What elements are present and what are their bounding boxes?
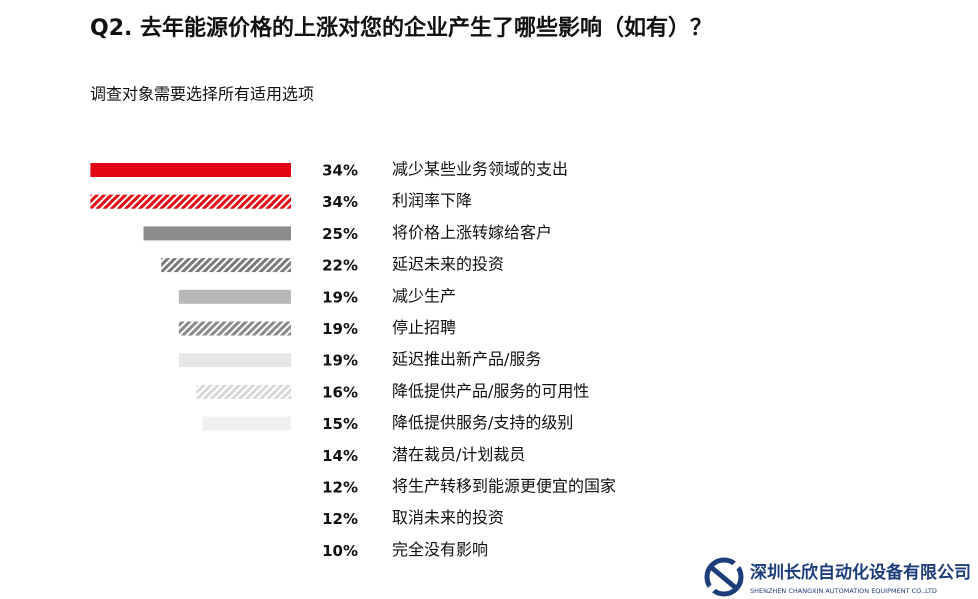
logo-icon-stroke: [710, 566, 738, 590]
category-label: 降低提供产品/服务的可用性: [392, 381, 589, 400]
bar: [232, 543, 291, 558]
value-label: 15%: [322, 415, 358, 433]
bar: [208, 448, 291, 463]
category-label: 将生产转移到能源更便宜的国家: [392, 477, 616, 496]
bar: [161, 258, 291, 273]
category-label: 完全没有影响: [392, 540, 488, 559]
value-label: 19%: [322, 352, 358, 370]
bar: [196, 384, 291, 399]
value-label: 12%: [322, 510, 358, 528]
category-label: 停止招聘: [392, 318, 456, 337]
chart-subtitle: 调查对象需要选择所有适用选项: [90, 85, 314, 104]
logo: 深圳长欣自动化设备有限公司 SHENZHEN CHANGXIN AUTOMATI…: [704, 557, 971, 597]
logo-name: 深圳长欣自动化设备有限公司: [750, 562, 971, 583]
bar: [220, 480, 291, 494]
bar: [178, 289, 291, 304]
value-label: 34%: [322, 162, 358, 180]
bar: [178, 321, 291, 336]
value-label: 14%: [322, 447, 358, 465]
category-label: 将价格上涨转嫁给客户: [392, 223, 552, 242]
bar: [202, 416, 291, 431]
category-label: 降低提供服务/支持的级别: [392, 413, 573, 432]
bar: [178, 353, 291, 368]
category-label: 延迟推出新产品/服务: [392, 350, 541, 369]
category-label: 利润率下降: [392, 191, 472, 210]
chart-title: Q2. 去年能源价格的上涨对您的企业产生了哪些影响（如有）？: [90, 15, 712, 41]
value-label: 10%: [322, 542, 358, 560]
category-label: 减少某些业务领域的支出: [392, 160, 568, 179]
logo-english: SHENZHEN CHANGXIN AUTOMATION EQUIPMENT C…: [750, 587, 937, 595]
bar: [220, 511, 291, 526]
logo-icon: [704, 557, 744, 597]
category-label: 减少生产: [392, 286, 456, 305]
value-label: 19%: [322, 320, 358, 338]
value-label: 16%: [322, 383, 358, 401]
value-label: 22%: [322, 257, 358, 275]
value-label: 12%: [322, 479, 358, 497]
value-label: 34%: [322, 193, 358, 211]
value-label: 19%: [322, 288, 358, 306]
category-label: 潜在裁员/计划裁员: [392, 445, 525, 464]
value-label: 25%: [322, 225, 358, 243]
category-label: 取消未来的投资: [392, 508, 504, 527]
bar: [90, 194, 292, 209]
bar: [143, 226, 291, 241]
category-label: 延迟未来的投资: [392, 255, 504, 274]
bar: [90, 163, 292, 177]
